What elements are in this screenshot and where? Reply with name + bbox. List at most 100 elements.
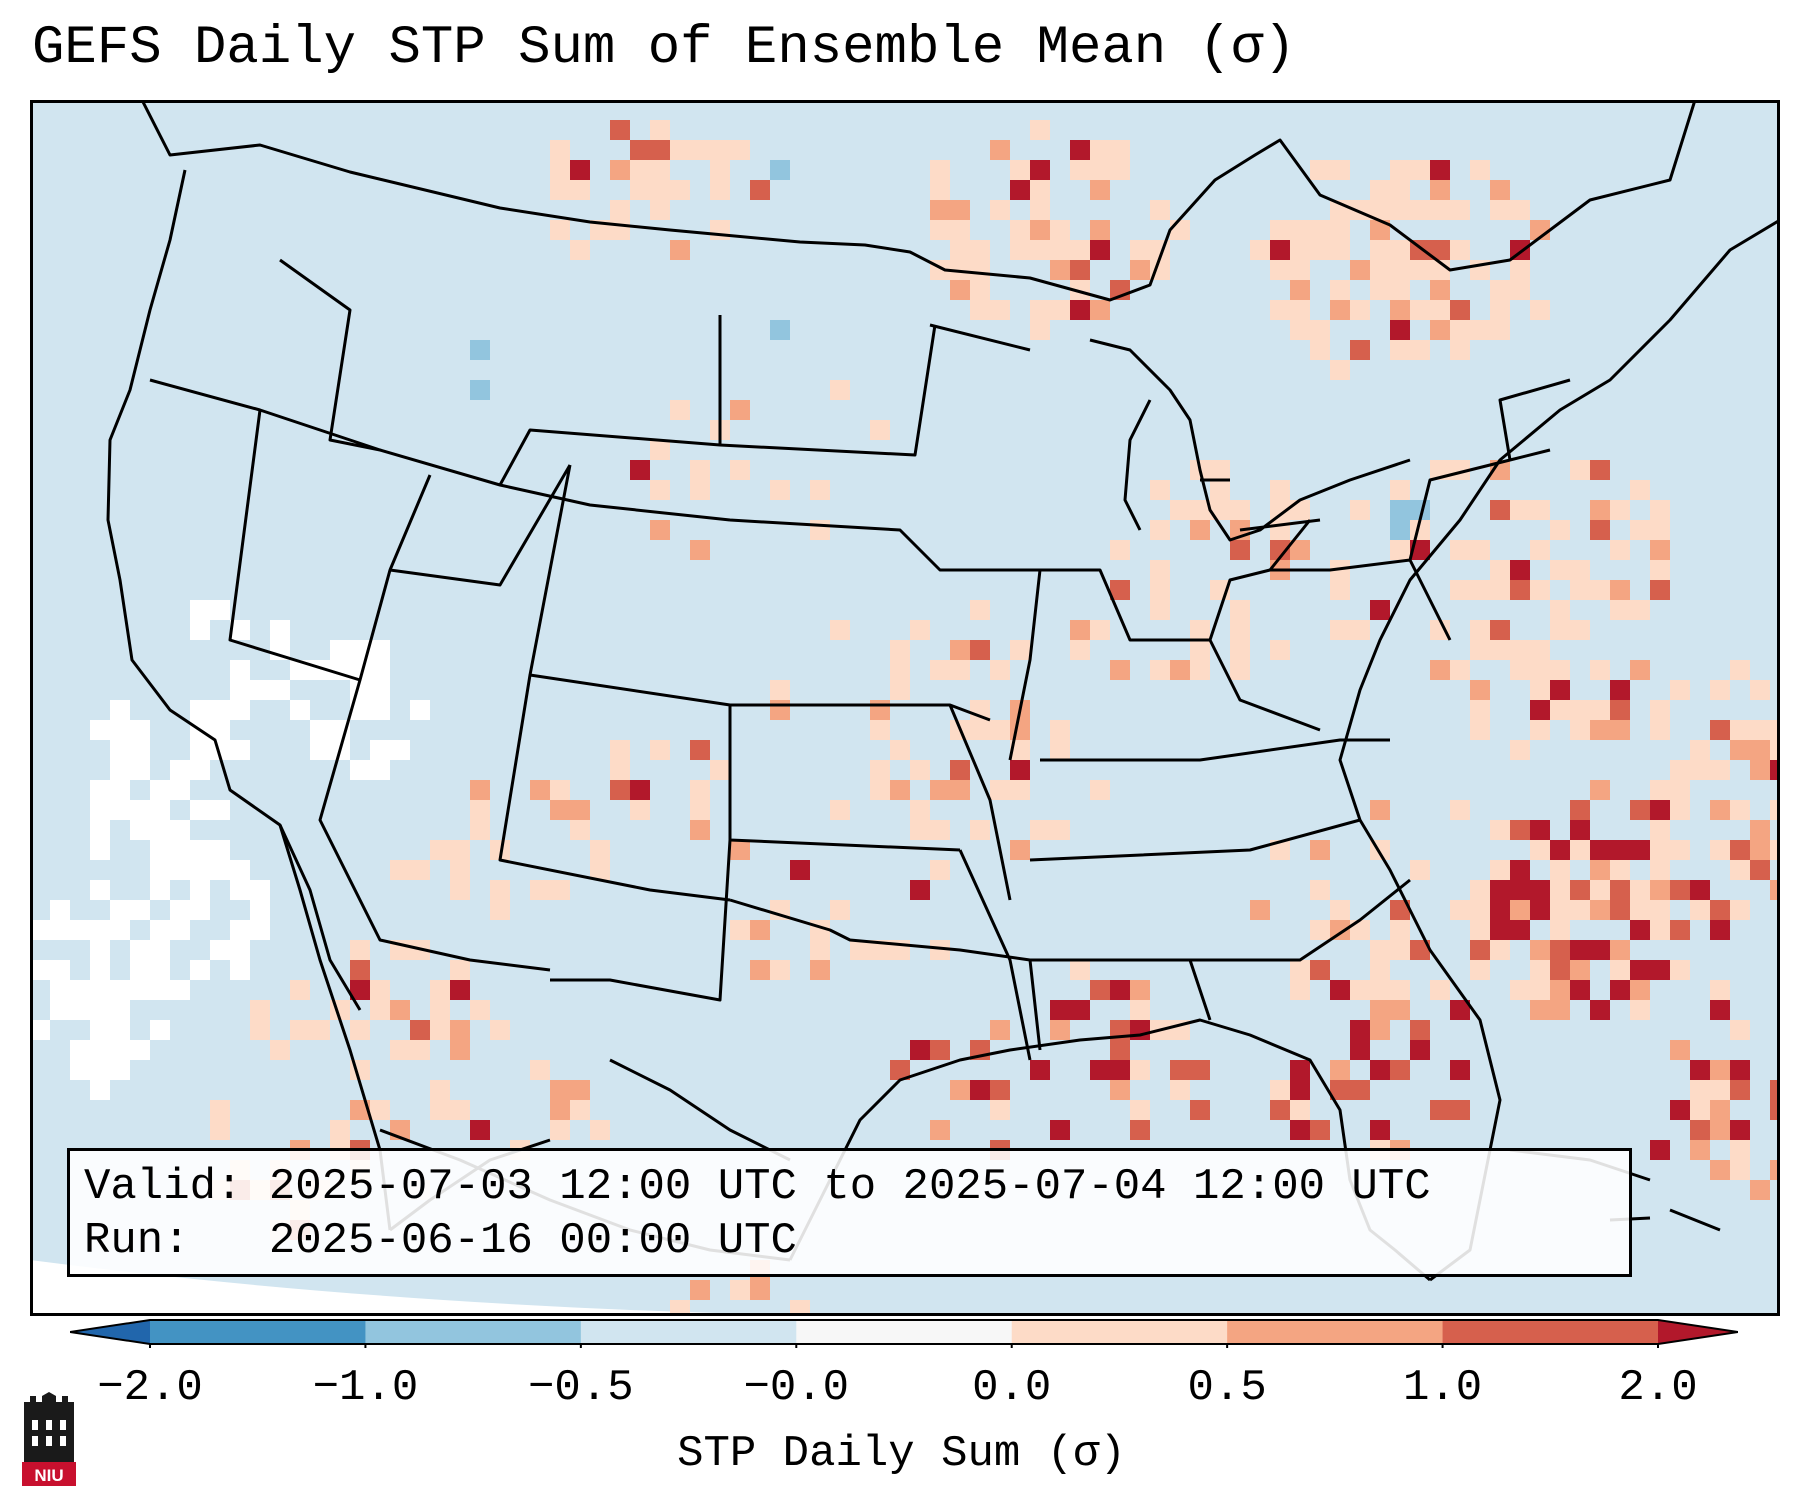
grid-cell (1530, 720, 1550, 740)
grid-cell (390, 1040, 410, 1060)
grid-cell (750, 960, 770, 980)
grid-cell (950, 240, 970, 260)
grid-cell (1730, 1080, 1750, 1100)
grid-cell (970, 640, 990, 660)
grid-cell (1370, 960, 1390, 980)
grid-cell (670, 180, 690, 200)
grid-cell (290, 700, 310, 720)
grid-cell (670, 240, 690, 260)
grid-cell (1390, 920, 1410, 940)
grid-cell (1050, 1120, 1070, 1140)
grid-cell (1190, 640, 1210, 660)
grid-cell (1630, 840, 1650, 860)
grid-cell (1490, 940, 1510, 960)
grid-cell (1750, 840, 1770, 860)
grid-cell (1730, 1160, 1750, 1180)
grid-cell (130, 980, 150, 1000)
grid-cell (690, 140, 710, 160)
grid-cell (130, 1040, 150, 1060)
grid-cell (1570, 700, 1590, 720)
grid-cell (870, 420, 890, 440)
grid-cell (550, 160, 570, 180)
grid-cell (570, 1100, 590, 1120)
grid-cell (50, 960, 70, 980)
grid-cell (1570, 460, 1590, 480)
grid-cell (610, 200, 630, 220)
grid-cell (690, 1280, 710, 1300)
grid-cell (170, 920, 190, 940)
grid-cell (90, 940, 110, 960)
grid-cell (110, 1040, 130, 1060)
colorbar-tick-label: 2.0 (1618, 1363, 1698, 1413)
grid-cell (1410, 940, 1430, 960)
grid-cell (1550, 880, 1570, 900)
grid-cell (710, 160, 730, 180)
grid-cell (1650, 840, 1670, 860)
grid-cell (1290, 240, 1310, 260)
grid-cell (370, 680, 390, 700)
grid-cell (1410, 1020, 1430, 1040)
grid-cell (830, 620, 850, 640)
grid-cell (1530, 540, 1550, 560)
grid-cell (1530, 680, 1550, 700)
grid-cell (1650, 820, 1670, 840)
grid-cell (170, 860, 190, 880)
grid-cell (1770, 760, 1780, 780)
grid-cell (450, 1100, 470, 1120)
grid-cell (1590, 1000, 1610, 1020)
grid-cell (350, 700, 370, 720)
grid-cell (130, 800, 150, 820)
grid-cell (1650, 500, 1670, 520)
grid-cell (1770, 800, 1780, 820)
grid-cell (50, 920, 70, 940)
grid-cell (1350, 260, 1370, 280)
grid-cell (1290, 1080, 1310, 1100)
grid-cell (130, 940, 150, 960)
grid-cell (950, 220, 970, 240)
grid-cell (230, 960, 250, 980)
grid-cell (550, 180, 570, 200)
grid-cell (1310, 1120, 1330, 1140)
grid-cell (90, 1020, 110, 1040)
grid-cell (550, 780, 570, 800)
grid-cell (590, 1120, 610, 1140)
grid-cell (1610, 680, 1630, 700)
grid-cell (1750, 820, 1770, 840)
grid-cell (710, 140, 730, 160)
grid-cell (150, 840, 170, 860)
grid-cell (490, 840, 510, 860)
grid-cell (1510, 920, 1530, 940)
grid-cell (1730, 1060, 1750, 1080)
grid-cell (30, 960, 50, 980)
grid-cell (790, 1300, 810, 1316)
grid-cell (1650, 520, 1670, 540)
grid-cell (1370, 1020, 1390, 1040)
grid-cell (770, 480, 790, 500)
grid-cell (1730, 660, 1750, 680)
grid-cell (1570, 720, 1590, 740)
grid-cell (250, 1020, 270, 1040)
grid-cell (1270, 480, 1290, 500)
grid-cell (310, 720, 330, 740)
grid-cell (1050, 1020, 1070, 1040)
grid-cell (310, 1020, 330, 1040)
grid-cell (1030, 1060, 1050, 1080)
grid-cell (470, 380, 490, 400)
grid-cell (1650, 540, 1670, 560)
grid-cell (1490, 860, 1510, 880)
grid-cell (1570, 960, 1590, 980)
grid-cell (1130, 1060, 1150, 1080)
valid-range: 2025-07-03 12:00 UTC to 2025-07-04 12:00… (268, 1162, 1431, 1212)
grid-cell (1510, 280, 1530, 300)
grid-cell (630, 180, 650, 200)
grid-cell (1330, 1060, 1350, 1080)
grid-cell (90, 820, 110, 840)
grid-cell (730, 920, 750, 940)
grid-cell (1090, 1060, 1110, 1080)
grid-cell (1610, 700, 1630, 720)
grid-cell (1110, 980, 1130, 1000)
grid-cell (110, 780, 130, 800)
grid-cell (1390, 500, 1410, 520)
grid-cell (1110, 140, 1130, 160)
grid-cell (1510, 860, 1530, 880)
